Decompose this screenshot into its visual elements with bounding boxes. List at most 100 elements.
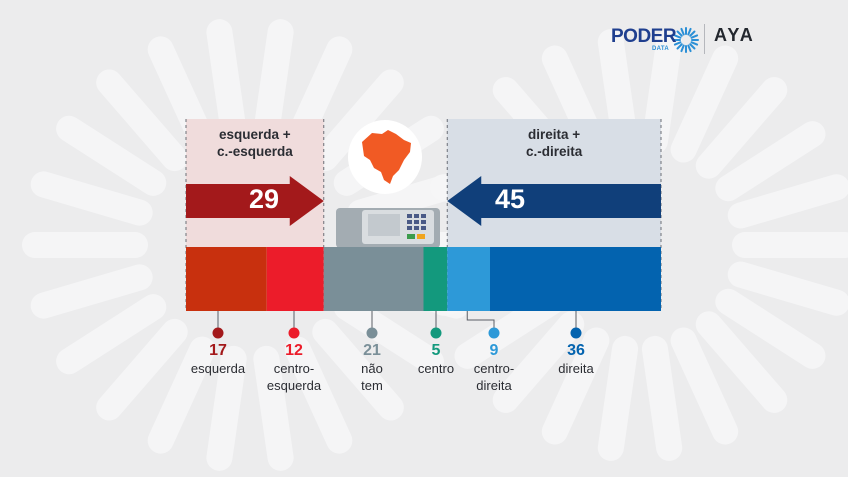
machine-key	[421, 214, 426, 218]
left-group-total: 29	[248, 184, 280, 214]
category-label-line: não	[361, 361, 383, 376]
category-label-line: direita	[558, 361, 594, 376]
left-group-label-line: esquerda +	[219, 127, 291, 142]
sunburst-ray	[30, 264, 153, 319]
sunburst-ray	[206, 345, 247, 471]
right-group-total: 45	[494, 184, 526, 214]
sunburst-ray	[715, 288, 826, 369]
machine-key-correct	[417, 234, 425, 239]
sunburst-ray	[30, 171, 153, 226]
marker-dot	[488, 327, 500, 339]
category-label: centro-esquerda	[254, 360, 334, 394]
machine-key	[407, 220, 412, 224]
voting-machine-icon	[336, 208, 440, 248]
right-group-label-line: direita +	[528, 127, 581, 142]
bar-segment-5	[490, 247, 661, 311]
right-group-label-line: c.-direita	[525, 144, 583, 159]
logo-ray	[673, 34, 682, 39]
poder-logo-text: PODER	[611, 26, 677, 47]
sunburst-ray	[284, 336, 353, 454]
category-label-line: centro-	[473, 361, 515, 376]
right-group-label: direita + c.-direita	[487, 126, 621, 160]
logo-ray	[680, 27, 685, 36]
sunburst-ray	[96, 318, 188, 421]
category-label-line: direita	[476, 378, 512, 393]
sunburst-ray	[670, 45, 739, 163]
marker-dot	[366, 327, 378, 339]
sunburst-ray	[670, 327, 739, 445]
marker-leader	[466, 311, 495, 333]
logo-ray	[680, 44, 685, 53]
logo-ray	[676, 43, 683, 50]
category-value: 9	[489, 342, 499, 359]
sunburst-ray	[312, 318, 404, 421]
right-group-panel	[447, 119, 661, 247]
category-label: não tem	[332, 360, 412, 394]
machine-key	[414, 226, 419, 230]
sunburst-ray	[695, 311, 788, 413]
sunburst-ray	[597, 335, 639, 461]
sunburst-ray	[727, 261, 848, 316]
marker-dot	[212, 327, 224, 339]
category-label: esquerda	[178, 360, 258, 377]
sunburst-ray	[56, 294, 167, 375]
aya-logo-text: AYA	[714, 25, 755, 45]
sunburst-background	[22, 19, 848, 471]
machine-key	[414, 220, 419, 224]
machine-key	[407, 214, 412, 218]
bar-segment-3	[423, 247, 448, 311]
logo-ray	[676, 30, 683, 37]
marker-dot	[288, 327, 300, 339]
machine-key	[421, 226, 426, 230]
bar-segment-0	[186, 247, 267, 311]
sunburst-ray	[715, 121, 826, 202]
sunburst-ray	[492, 311, 585, 413]
category-value: 21	[363, 342, 381, 359]
poder-logo-subtext: DATA	[652, 46, 669, 52]
machine-key	[414, 214, 419, 218]
category-label-line: centro-	[273, 361, 315, 376]
sunburst-ray	[333, 294, 444, 375]
logo-ray	[690, 34, 699, 39]
sunburst-ray	[56, 115, 167, 196]
logo-ray	[689, 30, 696, 37]
sunburst-ray	[312, 69, 404, 172]
category-label: centro-direita	[454, 360, 534, 394]
poder-data-logo-icon	[673, 27, 699, 53]
machine-key	[421, 220, 426, 224]
marker-dot	[430, 327, 442, 339]
category-value: 36	[567, 342, 585, 359]
sunburst-ray	[541, 327, 610, 445]
bar-segment-1	[266, 247, 324, 311]
left-group-label-line: c.-esquerda	[216, 144, 293, 159]
sunburst-ray	[727, 174, 848, 229]
category-label-line: esquerda	[190, 361, 246, 376]
left-group-arrow	[186, 176, 324, 226]
left-group-panel	[186, 119, 324, 247]
logo-ray	[690, 41, 699, 46]
sunburst-ray	[96, 69, 188, 172]
category-label: centro	[396, 360, 476, 377]
brazil-map-icon	[348, 120, 422, 194]
left-group-label: esquerda + c.-esquerda	[186, 126, 324, 160]
logo-ray	[673, 41, 682, 46]
logo-ray	[687, 44, 692, 53]
category-value: 12	[285, 342, 303, 359]
machine-key	[407, 226, 412, 230]
sunburst-ray	[147, 336, 216, 454]
machine-screen	[368, 214, 400, 236]
sunburst-ray	[253, 19, 294, 145]
logo-ray	[689, 43, 696, 50]
marker-dot	[570, 327, 582, 339]
category-label: direita	[536, 360, 616, 377]
category-label-line: esquerda	[266, 378, 322, 393]
logo-separator	[704, 24, 705, 54]
category-label-line: centro	[417, 361, 455, 376]
category-value: 5	[431, 342, 441, 359]
sunburst-ray	[695, 77, 788, 179]
bar-segment-2	[323, 247, 424, 311]
sunburst-ray	[641, 335, 683, 461]
bar-segment-4	[447, 247, 490, 311]
right-group-arrow	[447, 176, 661, 226]
